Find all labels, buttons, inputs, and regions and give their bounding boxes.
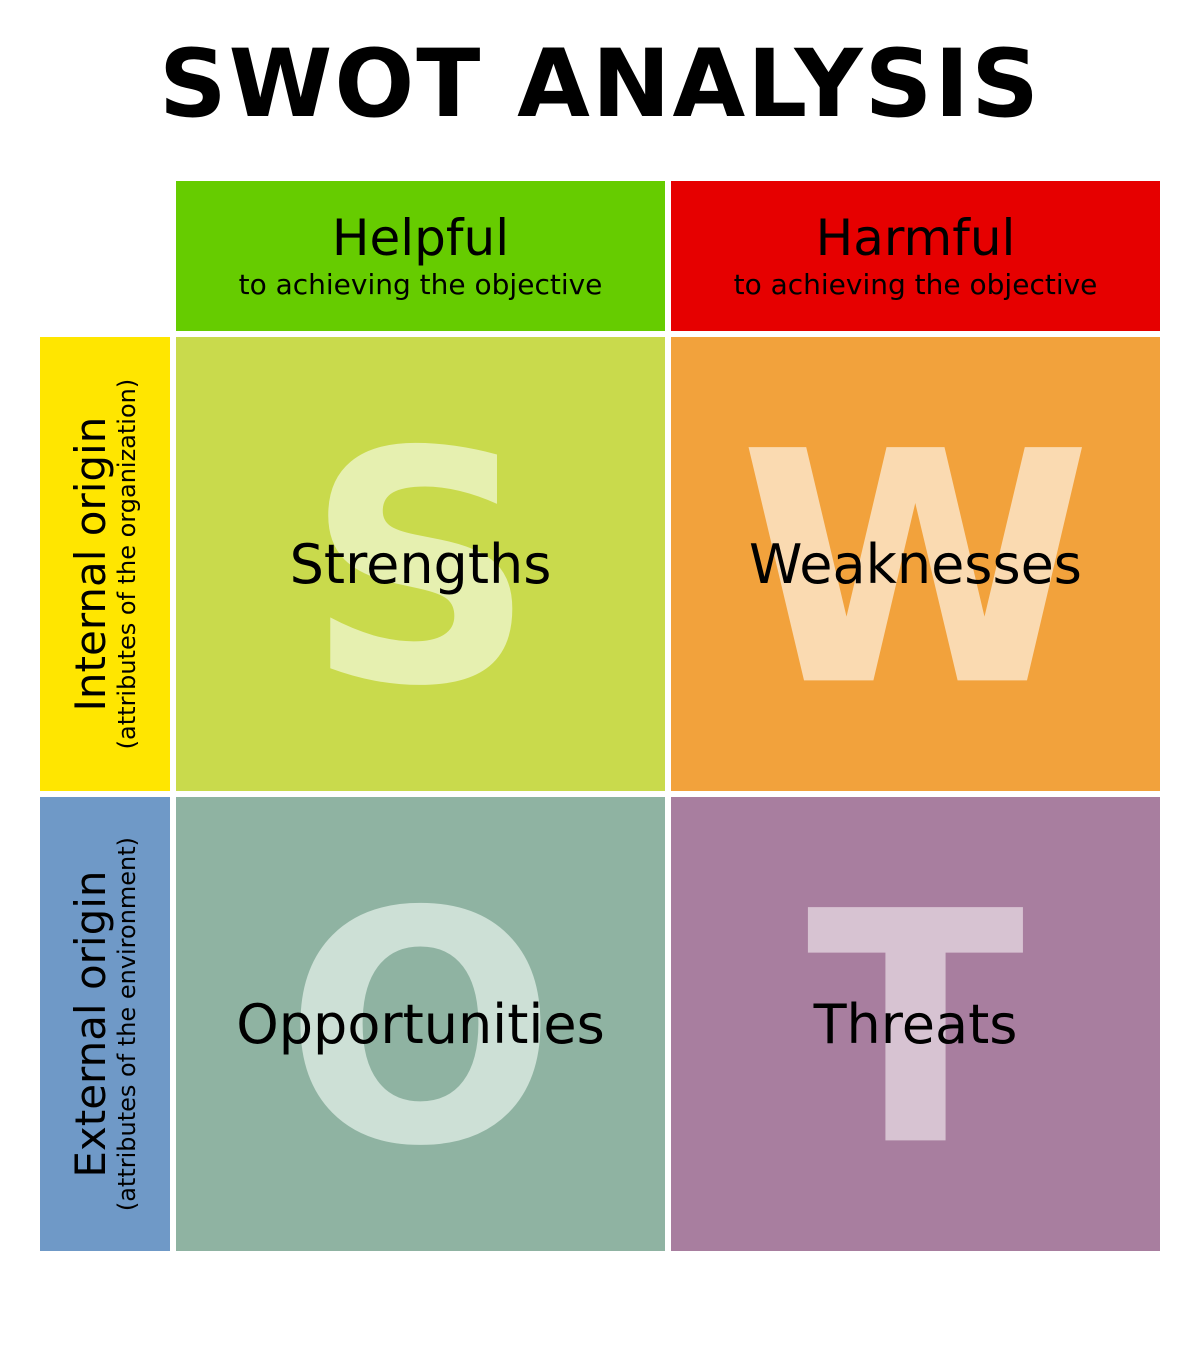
quadrant-strengths-label: Strengths [290, 533, 552, 596]
row-header-external: External origin (attributes of the envir… [40, 797, 170, 1251]
quadrant-opportunities: O Opportunities [176, 797, 665, 1251]
column-header-helpful: Helpful to achieving the objective [176, 181, 665, 331]
row-header-internal: Internal origin (attributes of the organ… [40, 337, 170, 791]
column-header-helpful-title: Helpful [332, 211, 509, 266]
diagram-title: SWOT ANALYSIS [30, 30, 1170, 139]
column-header-helpful-subtitle: to achieving the objective [239, 268, 603, 301]
column-header-harmful: Harmful to achieving the objective [671, 181, 1160, 331]
row-header-internal-subtitle: (attributes of the organization) [113, 379, 141, 750]
quadrant-threats: T Threats [671, 797, 1160, 1251]
quadrant-threats-label: Threats [814, 993, 1018, 1056]
quadrant-weaknesses-label: Weaknesses [749, 533, 1082, 596]
corner-spacer [40, 181, 170, 331]
column-header-harmful-title: Harmful [816, 211, 1016, 266]
quadrant-strengths: S Strengths [176, 337, 665, 791]
quadrant-weaknesses: W Weaknesses [671, 337, 1160, 791]
row-header-external-title: External origin [69, 837, 113, 1211]
row-header-internal-title: Internal origin [69, 379, 113, 750]
quadrant-opportunities-label: Opportunities [236, 993, 604, 1056]
column-header-harmful-subtitle: to achieving the objective [734, 268, 1098, 301]
row-header-external-subtitle: (attributes of the environment) [113, 837, 141, 1211]
swot-matrix: Helpful to achieving the objective Harmf… [40, 181, 1160, 1251]
